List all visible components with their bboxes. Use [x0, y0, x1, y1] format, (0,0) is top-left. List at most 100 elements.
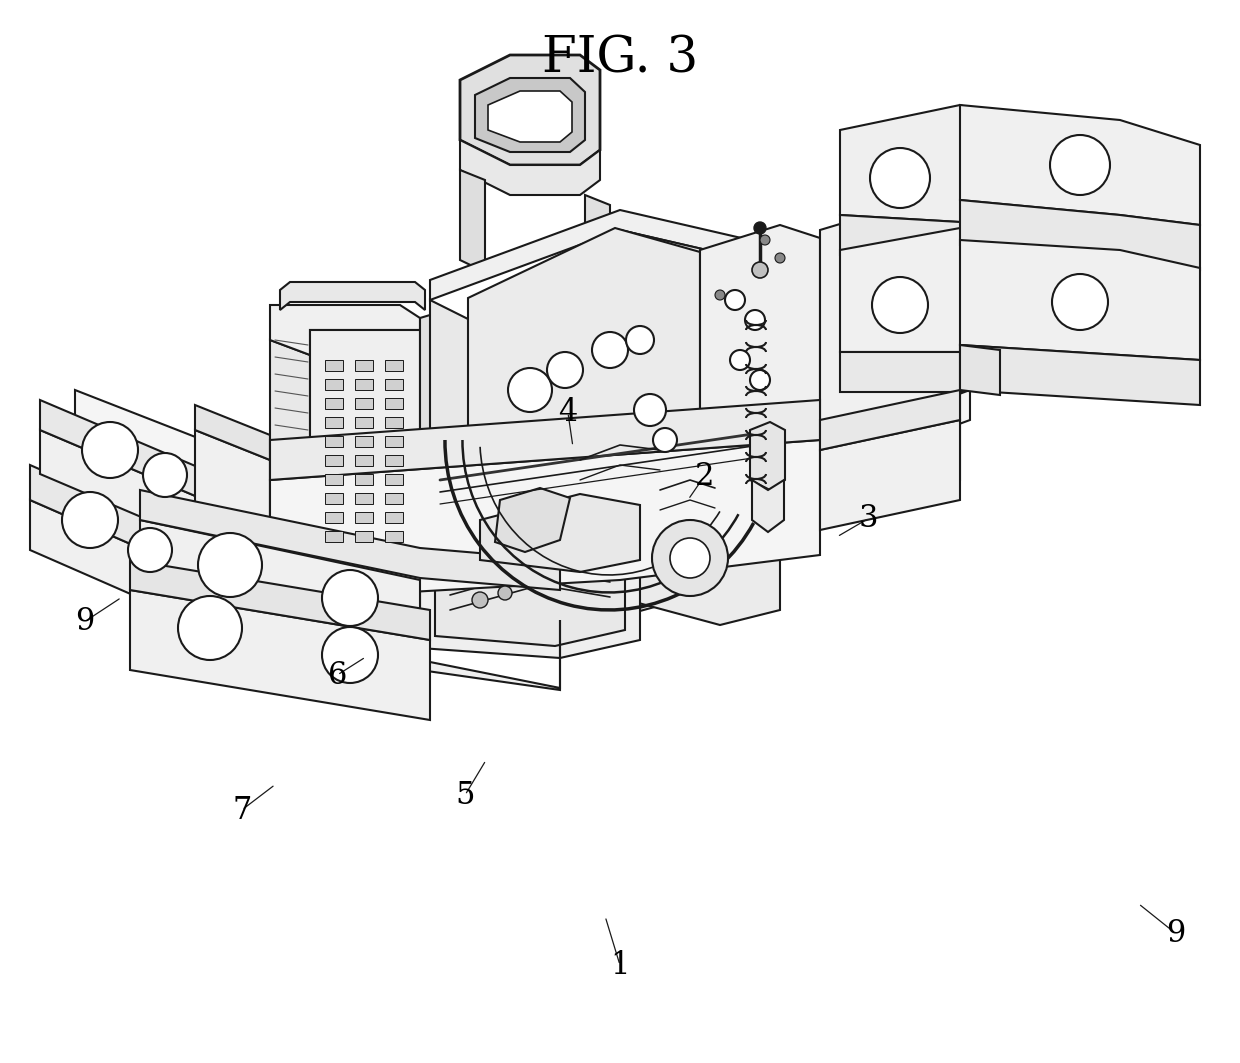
Polygon shape [839, 227, 999, 352]
Polygon shape [585, 195, 610, 300]
Polygon shape [30, 465, 190, 570]
Circle shape [322, 627, 378, 684]
Bar [384, 532, 403, 542]
Circle shape [652, 520, 728, 596]
Bar [384, 379, 403, 390]
Polygon shape [74, 390, 970, 500]
Bar [384, 398, 403, 409]
Bar [384, 455, 403, 466]
Polygon shape [960, 345, 1200, 405]
Circle shape [82, 422, 138, 478]
Circle shape [760, 235, 770, 244]
Polygon shape [30, 500, 190, 620]
Polygon shape [270, 340, 310, 570]
Bar [384, 493, 403, 504]
Polygon shape [839, 210, 999, 261]
Circle shape [775, 253, 785, 263]
Text: 1: 1 [610, 949, 630, 981]
Bar [355, 493, 373, 504]
Polygon shape [270, 305, 420, 355]
Bar [325, 512, 343, 523]
Polygon shape [620, 460, 780, 625]
Text: 9: 9 [74, 606, 94, 638]
Bar [355, 532, 373, 542]
Polygon shape [960, 240, 1200, 360]
Polygon shape [460, 170, 485, 272]
Circle shape [634, 394, 666, 426]
Bar [325, 474, 343, 485]
Text: FIG. 3: FIG. 3 [542, 34, 698, 83]
Text: 4: 4 [558, 396, 578, 428]
Circle shape [472, 592, 489, 608]
Polygon shape [74, 420, 280, 540]
Text: 3: 3 [858, 503, 878, 535]
Polygon shape [960, 200, 1200, 270]
Circle shape [322, 570, 378, 626]
Circle shape [872, 277, 928, 333]
Polygon shape [620, 230, 750, 490]
Polygon shape [430, 210, 750, 300]
Polygon shape [270, 400, 820, 480]
Text: 7: 7 [232, 794, 252, 826]
Text: 2: 2 [694, 460, 714, 492]
Polygon shape [195, 431, 270, 540]
Polygon shape [420, 313, 440, 555]
Polygon shape [750, 422, 785, 490]
Polygon shape [495, 488, 570, 552]
Bar [355, 379, 373, 390]
Bar [355, 398, 373, 409]
Circle shape [750, 370, 770, 390]
Bar [384, 360, 403, 371]
Polygon shape [130, 560, 430, 640]
Circle shape [143, 453, 187, 497]
Text: 6: 6 [327, 659, 347, 691]
Text: 9: 9 [1166, 917, 1185, 949]
Polygon shape [40, 400, 200, 497]
Bar [384, 417, 403, 428]
Circle shape [179, 596, 242, 660]
Polygon shape [270, 440, 820, 600]
Polygon shape [960, 345, 999, 395]
Polygon shape [960, 105, 1200, 225]
Polygon shape [701, 225, 820, 490]
Circle shape [591, 332, 627, 368]
Bar [355, 360, 373, 371]
Circle shape [754, 222, 766, 234]
Circle shape [751, 261, 768, 279]
Polygon shape [460, 55, 600, 165]
Text: 5: 5 [455, 779, 475, 811]
Polygon shape [455, 508, 665, 608]
Bar [325, 493, 343, 504]
Circle shape [626, 326, 653, 354]
Circle shape [128, 528, 172, 572]
Circle shape [1052, 274, 1109, 330]
Polygon shape [839, 340, 999, 392]
Polygon shape [751, 480, 784, 532]
Bar [325, 532, 343, 542]
Bar [325, 455, 343, 466]
Polygon shape [460, 140, 600, 195]
Polygon shape [270, 549, 440, 583]
Bar [384, 436, 403, 448]
Polygon shape [195, 405, 270, 460]
Polygon shape [280, 282, 425, 310]
Circle shape [1050, 135, 1110, 195]
Polygon shape [310, 330, 420, 570]
Bar [325, 417, 343, 428]
Polygon shape [420, 535, 640, 658]
Circle shape [547, 352, 583, 388]
Bar [355, 512, 373, 523]
Bar [355, 455, 373, 466]
Bar [325, 360, 343, 371]
Polygon shape [440, 490, 680, 622]
Polygon shape [489, 91, 572, 142]
Circle shape [508, 368, 552, 412]
Circle shape [62, 492, 118, 549]
Circle shape [715, 290, 725, 300]
Bar [355, 474, 373, 485]
Polygon shape [140, 490, 560, 590]
Bar [384, 512, 403, 523]
Polygon shape [820, 390, 960, 450]
Bar [384, 474, 403, 485]
Circle shape [870, 148, 930, 208]
